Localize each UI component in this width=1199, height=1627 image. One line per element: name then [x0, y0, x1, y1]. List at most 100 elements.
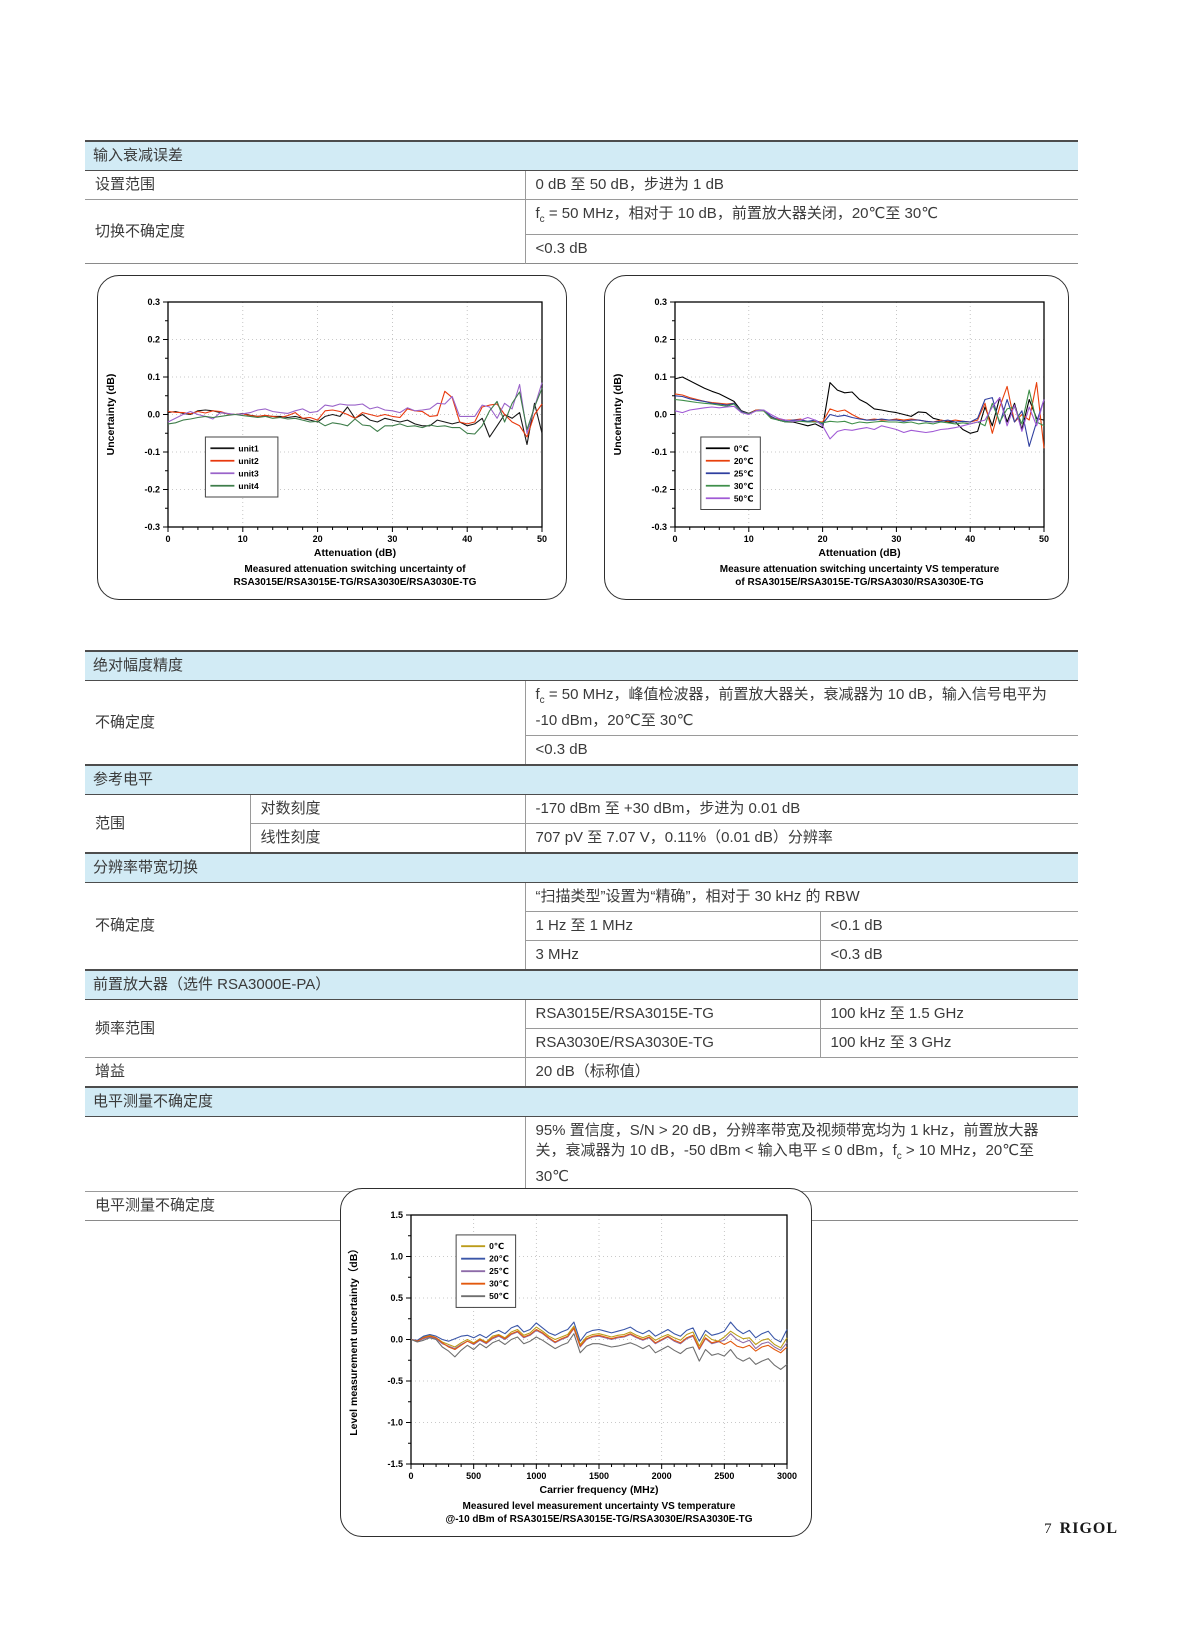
spec-condition: “扫描类型”设置为“精确”，相对于 30 kHz 的 RBW: [524, 882, 1079, 912]
section-header: 绝对幅度精度: [85, 650, 1079, 681]
condition-text: > 10 MHz，20℃至 30℃: [535, 1142, 1035, 1185]
spec-row-label-empty: [85, 1116, 525, 1192]
svg-text:Carrier frequency (MHz): Carrier frequency (MHz): [539, 1484, 658, 1496]
svg-text:-0.3: -0.3: [651, 522, 667, 532]
svg-text:3000: 3000: [777, 1471, 797, 1481]
condition-text: = 50 MHz，相对于 10 dB，前置放大器关闭，20℃至 30℃: [544, 205, 939, 222]
chart-attenuation-switching-units: 0 10 20 30 40 50 -0.3 -0.2 -0.1 0.0 0.1 0.2 0.3 Atten…: [97, 275, 567, 600]
spec-condition: 95% 置信度，S/N > 20 dB，分辨率带宽及视频带宽均为 1 kHz，前…: [524, 1116, 1079, 1192]
svg-text:1.5: 1.5: [390, 1210, 403, 1220]
spec-sub-label: 线性刻度: [249, 823, 525, 853]
input-attenuation-table: 输入衰减误差 设置范围 0 dB 至 50 dB，步进为 1 dB 切换不确定度…: [85, 140, 1079, 264]
fc-subscript: c: [896, 1151, 902, 1162]
svg-text:unit4: unit4: [238, 481, 259, 491]
svg-text:Uncertainty (dB): Uncertainty (dB): [612, 374, 624, 456]
section-header: 输入衰减误差: [85, 140, 1079, 171]
svg-text:1.0: 1.0: [390, 1252, 403, 1262]
spec-value: 707 pV 至 7.07 V，0.11%（0.01 dB）分辨率: [524, 823, 1079, 853]
spec-value: <0.3 dB: [524, 735, 1079, 765]
spec-value: -170 dBm 至 +30 dBm，步进为 0.01 dB: [524, 794, 1079, 824]
svg-text:Measured level measurement unc: Measured level measurement uncertainty V…: [463, 1501, 736, 1512]
spec-value: 100 kHz 至 1.5 GHz: [819, 999, 1079, 1029]
spec-row-label: 范围: [85, 794, 250, 853]
spec-sub-label: 1 Hz 至 1 MHz: [524, 911, 820, 941]
svg-text:1000: 1000: [526, 1471, 546, 1481]
svg-text:Attenuation (dB): Attenuation (dB): [314, 547, 396, 559]
svg-text:10: 10: [744, 534, 754, 544]
svg-text:30℃: 30℃: [489, 1279, 509, 1289]
fc-subscript: c: [539, 695, 545, 706]
condition-text: 95% 置信度，S/N > 20 dB，分辨率带宽及视频带宽均为 1 kHz，前…: [535, 1122, 1039, 1159]
svg-text:2500: 2500: [714, 1471, 734, 1481]
condition-text: = 50 MHz，峰值检波器，前置放大器关，衰减器为 10 dB，输入信号电平为…: [535, 686, 1047, 729]
fc-symbol: f: [535, 686, 540, 703]
svg-text:30℃: 30℃: [734, 481, 754, 491]
svg-text:30: 30: [387, 534, 397, 544]
chart-level-measurement-uncertainty: 0 500 1000 1500 2000 2500 3000 -1.5 -1.0 -0.5 0.0 0…: [340, 1188, 812, 1537]
svg-text:0℃: 0℃: [734, 443, 749, 453]
svg-text:50: 50: [1039, 534, 1049, 544]
section-header: 参考电平: [85, 764, 1079, 795]
svg-text:0.0: 0.0: [654, 410, 667, 420]
page-footer: 7 RIGOL: [1008, 1520, 1118, 1538]
svg-text:Level measurement uncertainty（: Level measurement uncertainty（dB）: [347, 1243, 360, 1436]
svg-text:40: 40: [965, 534, 975, 544]
svg-text:2000: 2000: [652, 1471, 672, 1481]
svg-text:0.1: 0.1: [654, 372, 667, 382]
svg-text:Uncertainty (dB): Uncertainty (dB): [105, 374, 117, 456]
svg-text:25℃: 25℃: [734, 468, 754, 478]
svg-text:-0.1: -0.1: [144, 447, 160, 457]
svg-text:40: 40: [462, 534, 472, 544]
svg-text:-0.1: -0.1: [651, 447, 667, 457]
svg-text:Attenuation (dB): Attenuation (dB): [818, 547, 900, 559]
spec-row-label: 不确定度: [85, 882, 525, 970]
fc-symbol: f: [535, 205, 540, 222]
svg-text:20: 20: [313, 534, 323, 544]
svg-text:-0.5: -0.5: [387, 1376, 403, 1386]
svg-text:0: 0: [672, 534, 677, 544]
brand-logo: RIGOL: [1059, 1520, 1118, 1537]
svg-text:unit2: unit2: [238, 456, 259, 466]
svg-text:0: 0: [408, 1471, 413, 1481]
section-header: 电平测量不确定度: [85, 1086, 1079, 1117]
spec-value: 20 dB（标称值）: [524, 1057, 1079, 1087]
svg-text:unit3: unit3: [238, 468, 259, 478]
chart-attenuation-switching-temperature: 0 10 20 30 40 50 -0.3 -0.2 -0.1 0.0 0.1 0.2 0.3 Atten…: [604, 275, 1069, 600]
svg-text:@-10 dBm of RSA3015E/RSA3015E-: @-10 dBm of RSA3015E/RSA3015E-TG/RSA3030…: [445, 1514, 752, 1525]
svg-text:0: 0: [165, 534, 170, 544]
spec-sub-label: RSA3015E/RSA3015E-TG: [524, 999, 820, 1029]
spec-sub-label: RSA3030E/RSA3030E-TG: [524, 1028, 820, 1058]
svg-text:0.0: 0.0: [147, 410, 160, 420]
spec-row-label: 切换不确定度: [85, 199, 525, 264]
svg-text:50℃: 50℃: [734, 493, 754, 503]
svg-text:25℃: 25℃: [489, 1266, 509, 1276]
spec-value: <0.1 dB: [819, 911, 1079, 941]
svg-text:0.3: 0.3: [654, 297, 667, 307]
fc-subscript: c: [539, 214, 545, 225]
svg-text:500: 500: [466, 1471, 481, 1481]
svg-text:0.5: 0.5: [390, 1293, 403, 1303]
fc-symbol: f: [892, 1142, 897, 1159]
spec-condition: fc = 50 MHz，相对于 10 dB，前置放大器关闭，20℃至 30℃: [524, 199, 1079, 235]
svg-text:unit1: unit1: [238, 443, 259, 453]
spec-value: 0 dB 至 50 dB，步进为 1 dB: [524, 170, 1079, 200]
svg-text:0.0: 0.0: [390, 1335, 403, 1345]
svg-text:50℃: 50℃: [489, 1291, 509, 1301]
spec-row-label: 设置范围: [85, 170, 525, 200]
svg-text:0.2: 0.2: [654, 335, 667, 345]
spec-tables: 绝对幅度精度 不确定度 fc = 50 MHz，峰值检波器，前置放大器关，衰减器…: [85, 650, 1079, 1221]
spec-value: 100 kHz 至 3 GHz: [819, 1028, 1079, 1058]
spec-condition: fc = 50 MHz，峰值检波器，前置放大器关，衰减器为 10 dB，输入信号…: [524, 680, 1079, 736]
spec-row-label: 增益: [85, 1057, 525, 1087]
svg-text:20: 20: [818, 534, 828, 544]
svg-text:RSA3015E/RSA3015E-TG/RSA3030E/: RSA3015E/RSA3015E-TG/RSA3030E/RSA3030E-T…: [234, 577, 477, 588]
spec-sub-label: 3 MHz: [524, 940, 820, 970]
svg-text:20℃: 20℃: [734, 456, 754, 466]
svg-text:20℃: 20℃: [489, 1254, 509, 1264]
svg-text:0.2: 0.2: [147, 335, 160, 345]
section-header: 前置放大器（选件 RSA3000E-PA）: [85, 969, 1079, 1000]
svg-text:0.3: 0.3: [147, 297, 160, 307]
svg-text:-0.2: -0.2: [651, 485, 667, 495]
svg-text:10: 10: [238, 534, 248, 544]
